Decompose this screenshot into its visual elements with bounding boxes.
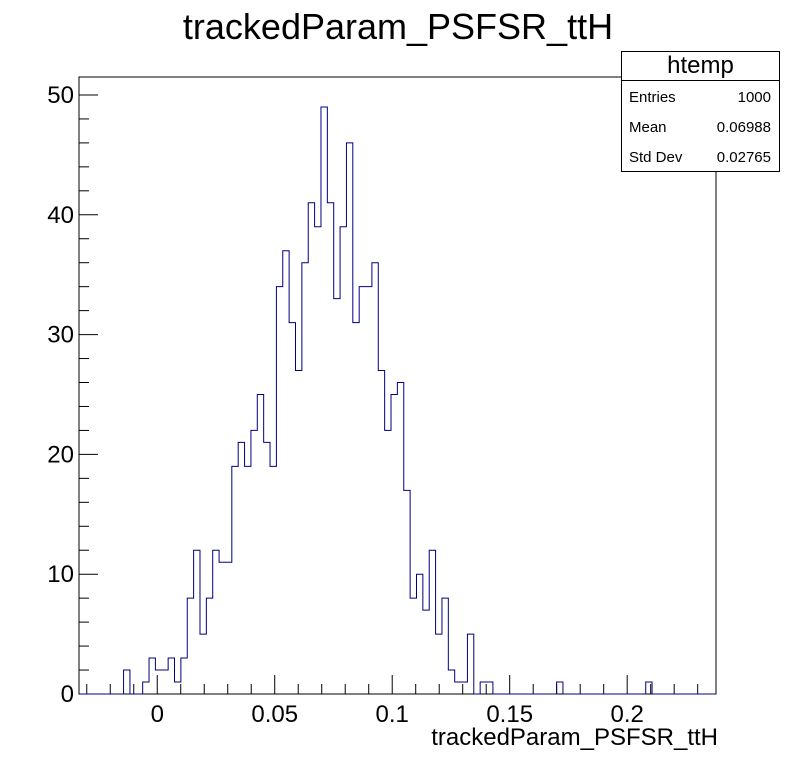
y-tick-label: 40 [47,202,74,229]
x-tick-label: 0.2 [610,701,643,728]
x-tick-label: 0.15 [486,701,533,728]
histogram-line [79,106,716,695]
x-tick-label: 0 [151,701,164,728]
stats-label: Entries [629,89,676,106]
y-axis-tick-labels: 0 10 20 30 40 50 [47,82,74,708]
y-tick-label: 30 [47,322,74,349]
y-tick-label: 0 [61,681,74,708]
y-tick-label: 20 [47,441,74,468]
y-tick-label: 50 [47,82,74,109]
stats-title: htemp [622,52,779,81]
x-axis-tick-labels: 0 0.05 0.1 0.15 0.2 [151,701,644,728]
y-axis-ticks [79,94,98,695]
x-tick-label: 0.1 [376,701,409,728]
stats-box: htemp Entries 1000 Mean 0.06988 Std Dev … [621,51,780,172]
stats-label: Std Dev [629,149,683,166]
stats-value: 0.02765 [716,149,771,166]
stats-label: Mean [629,119,667,136]
y-tick-label: 10 [47,561,74,588]
stats-row-entries: Entries 1000 [622,81,779,111]
stats-value: 1000 [737,89,771,106]
x-tick-label: 0.05 [251,701,298,728]
stats-value: 0.06988 [716,119,771,136]
plot-frame [78,76,717,695]
stats-row-mean: Mean 0.06988 [622,111,779,141]
stats-row-stddev: Std Dev 0.02765 [622,141,779,171]
chart-title: trackedParam_PSFSR_ttH [182,6,614,47]
x-axis-ticks [86,675,699,694]
x-axis-label: trackedParam_PSFSR_ttH [431,724,718,751]
